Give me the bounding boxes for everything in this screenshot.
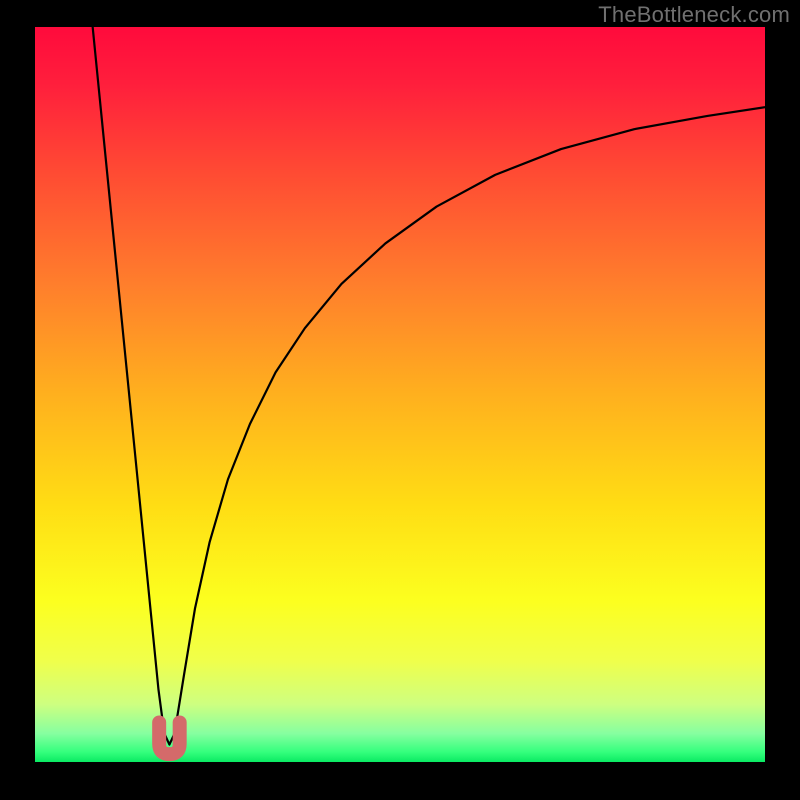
- bottleneck-chart: TheBottleneck.com: [0, 0, 800, 800]
- plot-area: [34, 26, 766, 763]
- chart-svg: [0, 0, 800, 800]
